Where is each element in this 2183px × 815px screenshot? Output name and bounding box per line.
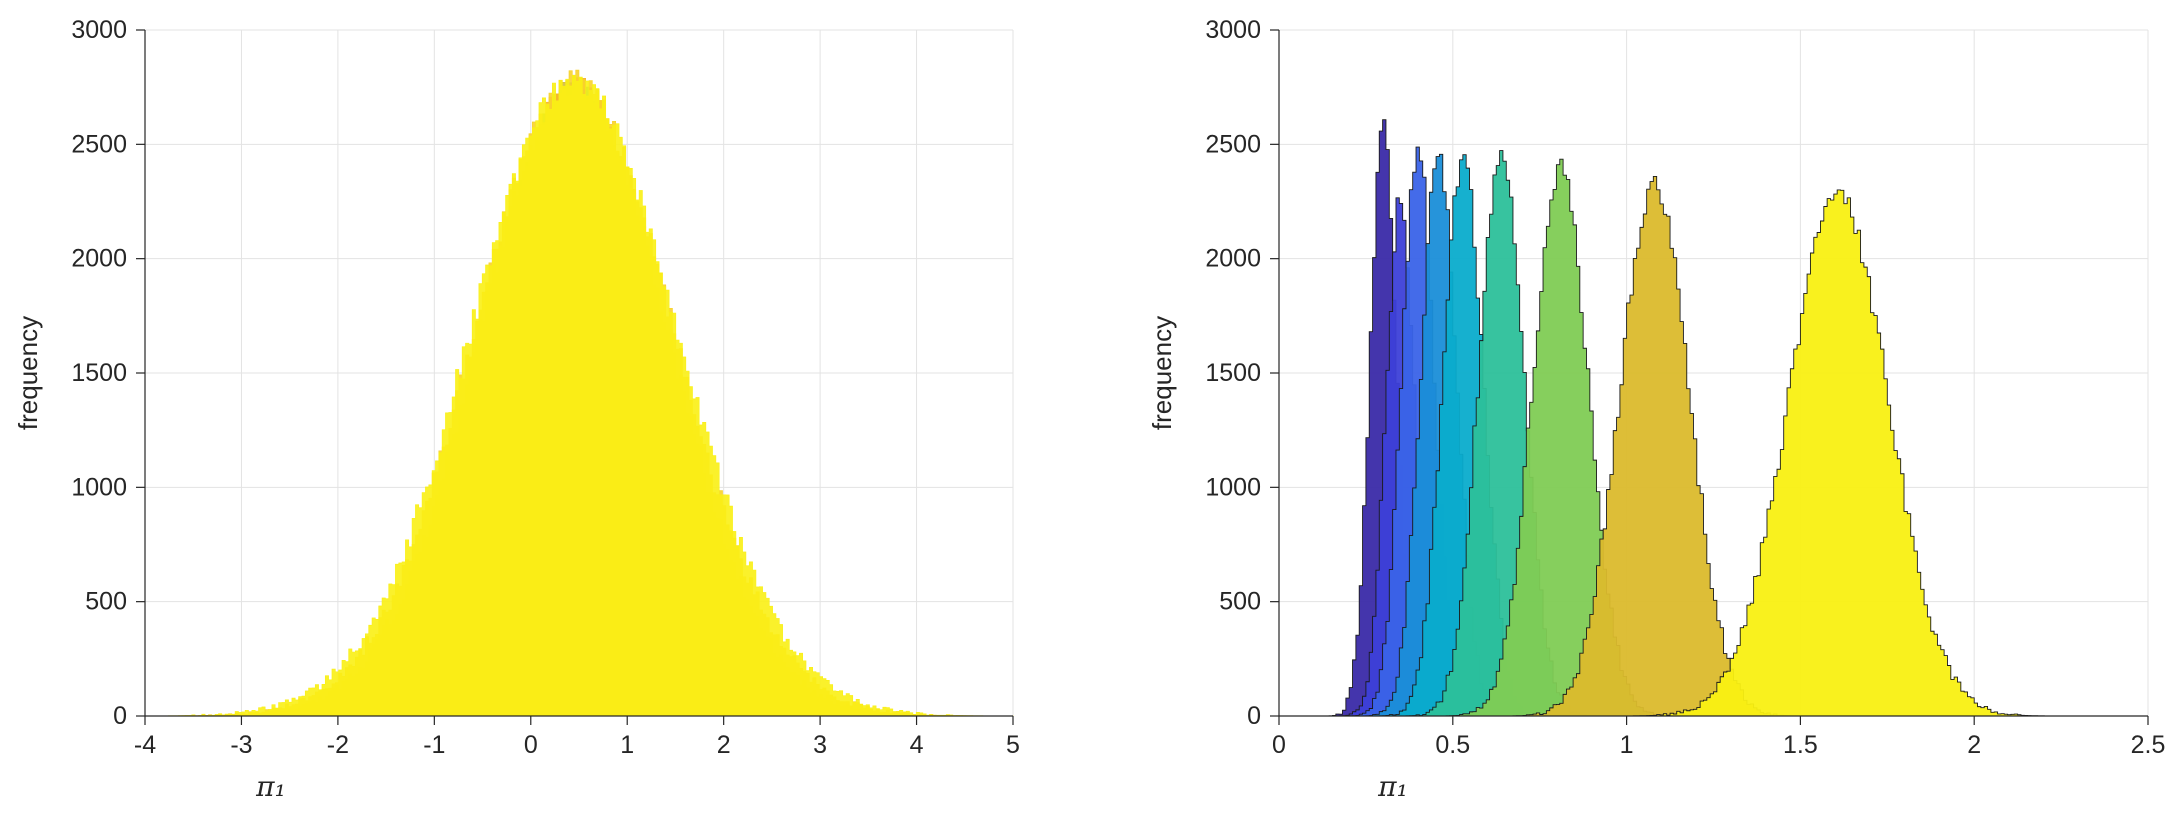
x-tick-label: 0.5	[1435, 731, 1470, 759]
histogram-series-12	[144, 75, 1014, 717]
x-tick-label: 5	[1006, 731, 1020, 759]
x-tick-label: 2.5	[2131, 731, 2166, 759]
y-tick-label: 3000	[1205, 16, 1261, 44]
x-tick-label: 3	[813, 731, 827, 759]
y-tick-label: 1500	[71, 359, 127, 387]
y-axis-label: frequency	[13, 316, 43, 430]
x-tick-label: -1	[423, 731, 445, 759]
x-axis-label: π₁	[255, 770, 286, 803]
axes: -4 -3 -2 -1 0 1 2 3 4 5 0 500 1000 1500 2000 2500 3000 fr…	[13, 16, 1020, 803]
chart-panel-left: -4 -3 -2 -1 0 1 2 3 4 5 0 500 1000 1500 2000 2500 3000 fr…	[13, 16, 1020, 803]
x-tick-label: 0	[524, 731, 538, 759]
x-tick-label: 2	[1967, 731, 1981, 759]
x-tick-label: 2	[717, 731, 731, 759]
y-tick-label: 2500	[1205, 130, 1261, 158]
x-tick-label: -3	[230, 731, 252, 759]
axes: 0 0.5 1 1.5 2 2.5 0 500 1000 1500 2000 2500 3000 freq…	[1147, 16, 2165, 803]
x-tick-label: 1	[620, 731, 634, 759]
series-group	[144, 69, 1014, 717]
y-tick-label: 1000	[71, 473, 127, 501]
series-group	[1279, 119, 2148, 717]
x-tick-label: 1	[1620, 731, 1634, 759]
x-tick-label: 4	[910, 731, 924, 759]
x-tick-label: -4	[134, 731, 156, 759]
y-tick-label: 500	[1219, 588, 1261, 616]
y-tick-label: 0	[113, 702, 127, 730]
y-tick-label: 0	[1247, 702, 1261, 730]
x-axis-label: π₁	[1377, 770, 1408, 803]
y-tick-label: 2000	[1205, 245, 1261, 273]
y-tick-label: 2500	[71, 130, 127, 158]
y-tick-label: 3000	[71, 16, 127, 44]
x-tick-label: -2	[327, 731, 349, 759]
y-tick-label: 500	[85, 588, 127, 616]
x-tick-label: 0	[1272, 731, 1286, 759]
chart-panel-right: 0 0.5 1 1.5 2 2.5 0 500 1000 1500 2000 2500 3000 freq…	[1147, 16, 2165, 803]
x-tick-label: 1.5	[1783, 731, 1818, 759]
y-axis-label: frequency	[1147, 316, 1177, 430]
y-tick-label: 1000	[1205, 473, 1261, 501]
y-tick-label: 1500	[1205, 359, 1261, 387]
y-tick-label: 2000	[71, 245, 127, 273]
